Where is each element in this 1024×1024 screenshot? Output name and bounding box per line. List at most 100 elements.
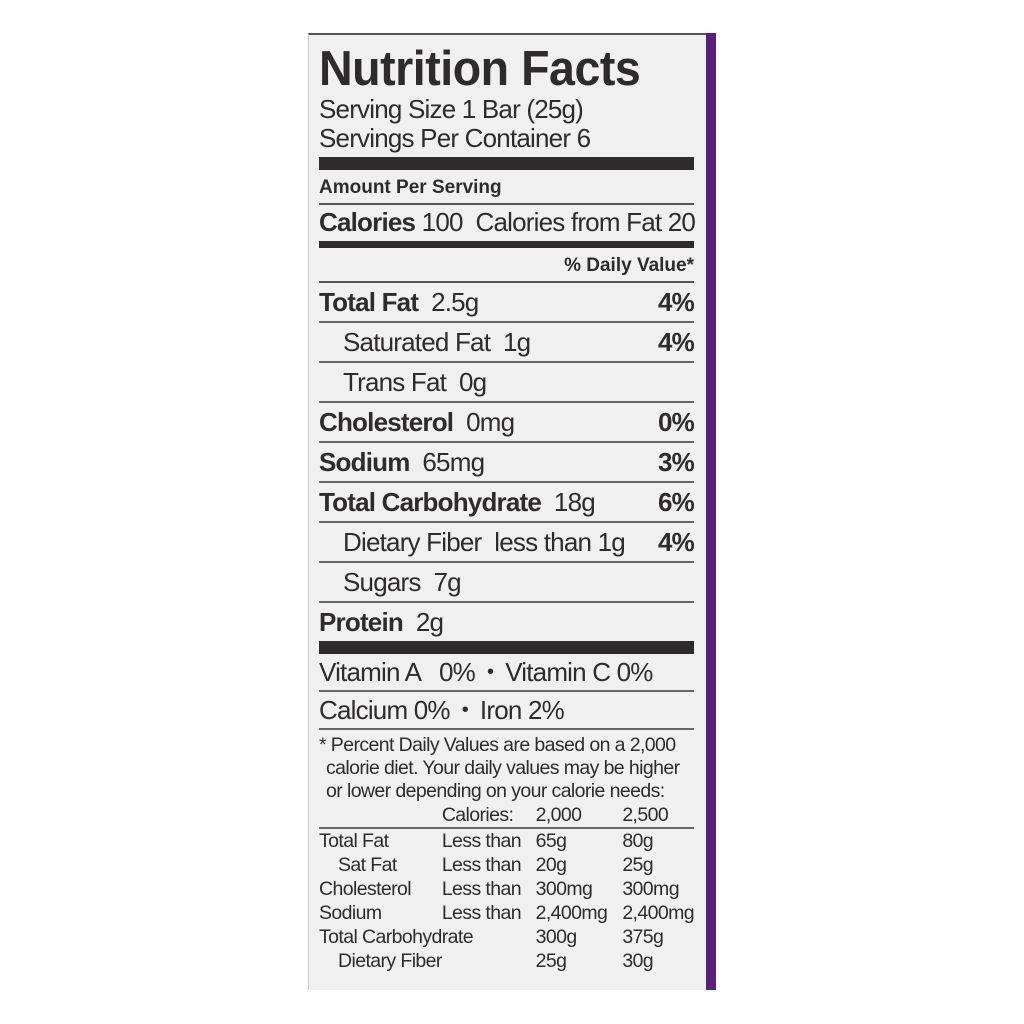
nutrient-label: Total Carbohydrate 18g xyxy=(319,486,596,518)
label-title: Nutrition Facts xyxy=(319,42,641,96)
nutrient-amount: less than 1g xyxy=(494,526,625,557)
footnote: * Percent Daily Values are based on a 2,… xyxy=(319,730,694,803)
footnote-line: calorie diet. Your daily values may be h… xyxy=(326,757,680,779)
nutrient-label: Saturated Fat 1g xyxy=(343,326,531,358)
table-cell: Sat Fat xyxy=(338,854,397,876)
divider-thick xyxy=(319,157,694,170)
nutrient-daily-value: 4% xyxy=(658,526,695,557)
table-cell: 300mg xyxy=(535,878,593,900)
nutrient-label: Dietary Fiber less than 1g xyxy=(343,526,626,558)
nutrient-name: Saturated Fat xyxy=(343,326,491,357)
table-row: Dietary Fiber 25g 30g xyxy=(319,949,694,973)
vitamin-value: Vitamin C 0% xyxy=(505,656,653,687)
table-cell: 20g xyxy=(535,854,567,876)
serving-size: Serving Size 1 Bar (25g) xyxy=(319,94,584,124)
nutrient-name: Total Carbohydrate xyxy=(319,486,542,517)
package-edge xyxy=(706,33,716,990)
table-cell: 65g xyxy=(535,830,567,852)
vitamin-row: Calcium 0% • Iron 2% xyxy=(319,692,694,730)
footnote-line: or lower depending on your calorie needs… xyxy=(326,780,665,802)
daily-value-table: Calories: 2,000 2,500 Total Fat Less than… xyxy=(319,803,695,973)
table-cell: 375g xyxy=(622,926,664,948)
nutrient-row: Sodium 65mg 3% xyxy=(319,443,695,483)
table-cell: Cholesterol xyxy=(319,878,412,900)
nutrient-amount: 0mg xyxy=(466,406,515,437)
nutrient-amount: 65mg xyxy=(422,446,485,477)
bullet-separator: • xyxy=(461,698,469,721)
nutrient-label: Protein 2g xyxy=(319,606,444,638)
vitamin-value: Vitamin A 0% xyxy=(319,656,476,687)
nutrient-label: Cholesterol 0mg xyxy=(319,406,515,438)
nutrient-row: Dietary Fiber less than 1g 4% xyxy=(319,523,695,563)
vitamin-value: Calcium 0% xyxy=(319,694,451,725)
table-cell: Dietary Fiber xyxy=(338,950,442,972)
table-cell: Total Fat xyxy=(319,830,389,852)
daily-value-header: % Daily Value* xyxy=(564,255,694,276)
nutrient-row: Total Carbohydrate 18g 6% xyxy=(319,483,695,523)
table-cell: Sodium xyxy=(319,902,382,924)
nutrient-row: Total Fat 2.5g 4% xyxy=(319,283,695,323)
table-cell: 30g xyxy=(622,950,654,972)
table-cell: 2,400mg xyxy=(535,902,608,924)
nutrient-name: Sodium xyxy=(319,446,410,477)
calories-row: Calories 100 Calories from Fat 20 xyxy=(319,205,696,239)
table-header-cell: 2,500 xyxy=(622,803,694,829)
vitamin-row: Vitamin A 0% • Vitamin C 0% xyxy=(319,654,694,692)
nutrient-name: Sugars xyxy=(343,566,421,597)
table-row: Total Carbohydrate 300g 375g xyxy=(319,925,694,949)
nutrient-amount: 7g xyxy=(433,566,461,597)
nutrient-amount: 1g xyxy=(503,326,531,357)
nutrient-label: Sodium 65mg xyxy=(319,446,485,478)
table-cell: Less than xyxy=(441,902,522,924)
table-cell: Less than xyxy=(441,854,522,876)
nutrient-amount: 2g xyxy=(415,606,444,637)
nutrient-name: Dietary Fiber xyxy=(343,526,482,557)
nutrient-daily-value: 3% xyxy=(658,446,695,477)
nutrient-daily-value: 4% xyxy=(658,286,695,317)
nutrient-name: Trans Fat xyxy=(343,366,447,397)
table-cell: 300g xyxy=(535,926,578,948)
nutrient-name: Cholesterol xyxy=(319,406,454,437)
nutrient-row: Trans Fat 0g xyxy=(319,363,694,403)
nutrition-facts-panel: Nutrition Facts Serving Size 1 Bar (25g)… xyxy=(308,33,706,990)
nutrient-row: Sugars 7g xyxy=(319,563,694,603)
nutrient-daily-value: 4% xyxy=(658,326,695,357)
table-cell: 25g xyxy=(535,950,567,972)
table-row: Cholesterol Less than 300mg 300mg xyxy=(319,877,694,901)
nutrient-row: Saturated Fat 1g 4% xyxy=(319,323,695,363)
divider-medium xyxy=(319,241,694,248)
table-cell: 300mg xyxy=(622,878,679,900)
amount-per-serving: Amount Per Serving xyxy=(319,177,502,198)
table-cell: 80g xyxy=(622,830,654,852)
divider-thick xyxy=(319,641,694,654)
table-cell xyxy=(442,949,536,973)
vitamin-value: Iron 2% xyxy=(479,694,565,725)
table-cell: Total Carbohydrate xyxy=(319,926,474,948)
nutrient-amount: 2.5g xyxy=(431,286,479,317)
nutrient-name: Protein xyxy=(319,606,404,637)
nutrient-label: Sugars 7g xyxy=(343,566,462,598)
nutrient-label: Total Fat 2.5g xyxy=(319,286,479,318)
calories-value: 100 xyxy=(421,207,464,237)
nutrient-daily-value: 6% xyxy=(658,486,695,517)
nutrient-row: Cholesterol 0mg 0% xyxy=(319,403,695,443)
table-cell: 2,400mg xyxy=(622,902,694,924)
table-cell: 25g xyxy=(622,854,654,876)
divider xyxy=(319,281,694,283)
calories-from-fat: Calories from Fat 20 xyxy=(475,207,696,237)
table-row: Sodium Less than 2,400mg 2,400mg xyxy=(319,901,695,925)
nutrient-row: Protein 2g xyxy=(319,603,694,641)
table-row: Sat Fat Less than 20g 25g xyxy=(319,853,694,877)
footnote-line: * Percent Daily Values are based on a 2,… xyxy=(319,734,676,756)
nutrient-label: Trans Fat 0g xyxy=(343,366,487,398)
table-header-row: Calories: 2,000 2,500 xyxy=(319,803,694,829)
nutrient-name: Total Fat xyxy=(319,286,419,317)
nutrient-amount: 0g xyxy=(458,366,487,397)
table-cell: Less than xyxy=(441,878,522,900)
table-header-cell: Calories: xyxy=(441,803,536,829)
divider xyxy=(319,203,694,205)
servings-per-container: Servings Per Container 6 xyxy=(319,123,591,153)
table-header-cell xyxy=(319,803,442,829)
table-cell: Less than xyxy=(441,830,522,852)
bullet-separator: • xyxy=(486,660,494,683)
